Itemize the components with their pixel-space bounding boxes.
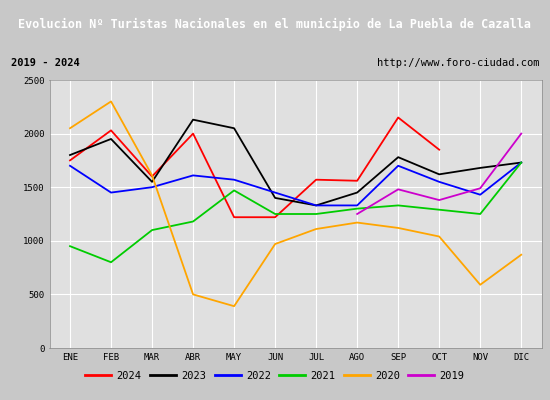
Text: Evolucion Nº Turistas Nacionales en el municipio de La Puebla de Cazalla: Evolucion Nº Turistas Nacionales en el m… bbox=[19, 18, 531, 30]
Text: 2019 - 2024: 2019 - 2024 bbox=[11, 58, 80, 68]
Legend: 2024, 2023, 2022, 2021, 2020, 2019: 2024, 2023, 2022, 2021, 2020, 2019 bbox=[81, 367, 469, 385]
Text: http://www.foro-ciudad.com: http://www.foro-ciudad.com bbox=[377, 58, 539, 68]
